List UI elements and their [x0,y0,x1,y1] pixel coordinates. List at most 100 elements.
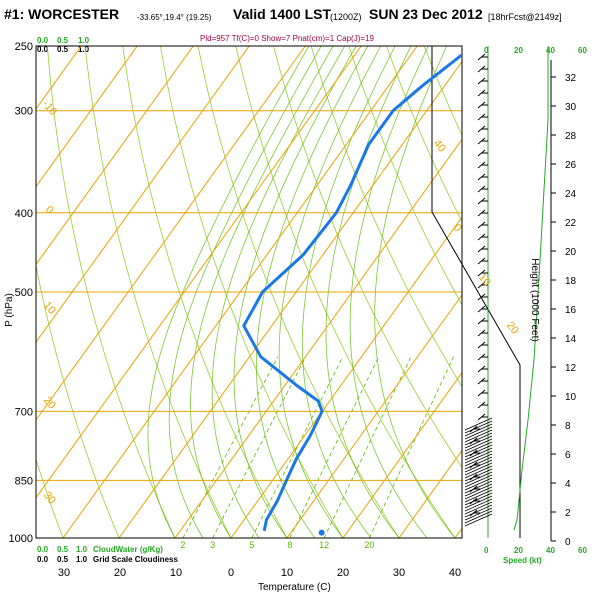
dry-adiabat [348,46,462,306]
height-tick-8: 8 [565,421,571,432]
dry-adiabat [46,46,176,538]
wind-barb [477,269,486,277]
dry-adiabats [36,46,600,538]
wind-barb-dense [464,435,493,449]
wind-barb [477,245,486,253]
moist-adiabat [147,46,310,538]
wind-barb-dense [464,480,493,494]
mixing-label-3: 8 [287,540,292,550]
dry-adiabat [310,46,462,388]
temp-tick-3: 0 [228,567,234,579]
wind-barb-dense [464,450,493,464]
wind-barb [477,101,486,109]
wind-barb [477,329,486,337]
moist-adiabat [168,46,322,538]
wind-barb-dense [464,489,493,503]
mixing-label-0: 2 [180,540,185,550]
isotherm-line [398,449,462,538]
temp-tick-4: 10 [281,567,293,579]
isotherm-line [454,527,462,538]
wind-barb [477,233,486,241]
moist-adiabat [233,46,357,538]
dry-adiabat [197,46,400,538]
wind-barb [477,365,486,373]
height-tick-18: 18 [565,276,577,287]
pressure-tick-1000: 1000 [9,533,33,545]
mixing-ratio-lines [182,356,454,538]
series-layer [242,52,495,536]
wind-barb-dense [464,447,493,461]
mixing-label-1: 3 [210,540,215,550]
speed-tick-bottom-40: 40 [546,546,555,555]
temperature-axis: 30 20 10 0 10 20 30 40 [58,567,461,579]
isotherm-label-0: -10 [40,98,59,118]
wind-barb-dense [464,438,493,452]
pressure-tick-250: 250 [15,41,33,53]
wind-barb-dense [464,498,493,512]
wind-barb [477,377,486,385]
temp-tick-1: 20 [114,567,126,579]
wind-barb [477,161,486,169]
mixing-label-4: 12 [319,540,329,550]
pressure-tick-850: 850 [15,475,33,487]
wind-barb-dense [464,474,493,488]
cloud-scale-bottom-black-0: 0.0 [37,555,49,564]
pressure-tick-500: 500 [15,287,33,299]
wind-barb [477,281,486,289]
wind-barb-dense [464,501,493,515]
dry-adiabat [235,46,456,538]
height-tick-20: 20 [565,247,577,258]
moist-adiabat [301,46,396,538]
height-tick-4: 4 [565,479,571,490]
moist-adiabat [255,46,369,538]
height-tick-16: 16 [565,305,577,316]
surface-point-0 [489,530,495,536]
cloud-scale-bottom-green-1: 0.5 [57,545,69,554]
wind-barb-dense [464,504,493,518]
height-tick-2: 2 [565,508,571,519]
wind-barb [477,53,486,61]
wind-barb-dense [464,429,493,443]
height-tick-22: 22 [565,218,577,229]
speed-tick-bottom-20: 20 [514,546,523,555]
stability-indices: Pld=957 Tf(C)=0 Show=7 Pnat(cm)=1 Cap(J)… [200,34,374,43]
height-tick-0: 0 [565,537,571,548]
isotherm-label-7: 10 [476,272,493,289]
dry-adiabat [537,46,600,538]
wind-barb-dense [464,465,493,479]
speed-profile [513,46,549,531]
date-label: SUN 23 Dec 2012 [369,6,483,22]
wind-barb-dense [464,456,493,470]
cloud-scale-bottom-black-2: 1.0 [76,555,88,564]
wind-barb [477,65,486,73]
height-tick-30: 30 [565,102,577,113]
temp-tick-2: 10 [170,567,182,579]
wind-barb-dense [464,495,493,509]
cloud-scale-bottom-black-1: 0.5 [57,555,69,564]
wind-barb [477,389,486,397]
mixing-ratio-line [369,356,454,538]
height-axis-title: Height (1000 Feet) [529,258,540,341]
dry-adiabat [36,457,64,538]
wind-barb-dense [464,432,493,446]
wind-barb [477,413,486,421]
isotherm-label-5: 40 [431,138,448,155]
wind-barb [477,89,486,97]
cloud-scale-green-2: 1.0 [78,36,90,45]
isotherm-line [342,371,462,538]
temp-tick-6: 30 [393,567,405,579]
cloud-scale-bottom: 0.0 0.5 1.0 CloudWater (g/Kg) 0.0 0.5 1.… [37,545,178,564]
surface-point-1 [318,529,325,536]
temp-tick-0: 30 [58,567,70,579]
speed-tick-20: 20 [514,46,523,55]
series-line-1 [242,52,462,532]
wind-barb-dense [464,426,493,440]
pressure-tick-300: 300 [15,106,33,118]
wind-barb [477,341,486,349]
height-tick-32: 32 [565,73,577,84]
isotherm-line [286,294,462,538]
temp-tick-7: 40 [449,567,461,579]
wind-barb-dense [464,459,493,473]
isotherm-line [36,46,138,188]
